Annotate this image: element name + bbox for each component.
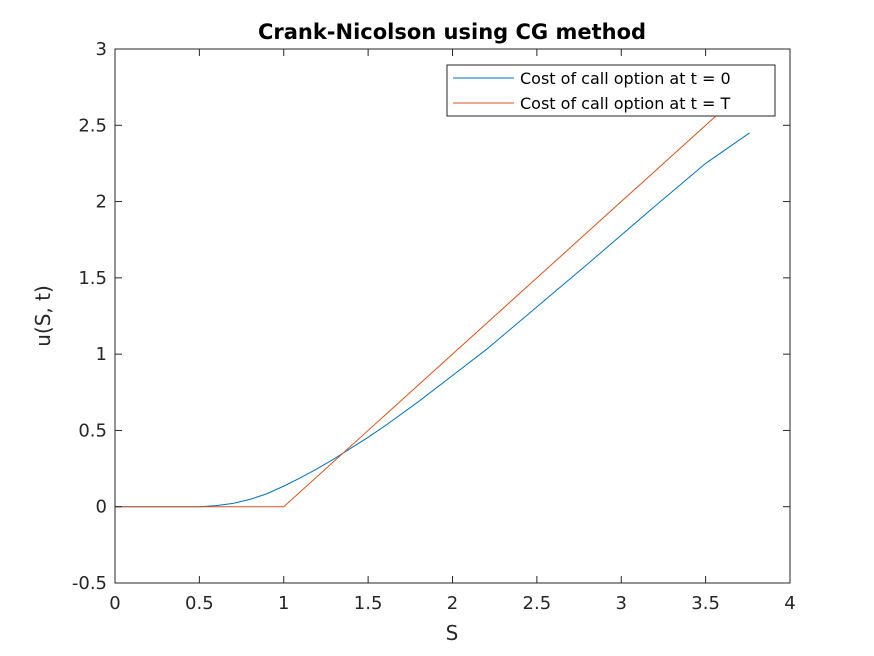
x-tick-label-5: 2.5 <box>523 593 552 614</box>
y-axis: -0.5 0 0.5 1 1.5 2 2.5 3 <box>72 39 790 594</box>
y-tick-label-0: -0.5 <box>72 573 107 594</box>
x-tick-label-6: 3 <box>616 593 627 614</box>
y-tick-label-6: 2.5 <box>78 115 107 136</box>
y-tick-label-3: 1 <box>96 344 107 365</box>
x-tick-label-1: 0.5 <box>185 593 214 614</box>
legend-entry-series-0: Cost of call option at t = 0 <box>520 69 731 88</box>
x-axis: 0 0.5 1 1.5 2 2.5 3 3.5 4 <box>109 49 796 614</box>
x-tick-label-0: 0 <box>109 593 120 614</box>
legend-entry-series-1: Cost of call option at t = T <box>520 94 730 113</box>
y-tick-label-2: 0.5 <box>78 420 107 441</box>
y-tick-label-4: 1.5 <box>78 268 107 289</box>
x-axis-label: S <box>446 621 459 645</box>
series-line-1 <box>115 109 723 508</box>
series-layer <box>115 109 750 508</box>
x-tick-label-3: 1.5 <box>354 593 383 614</box>
x-tick-label-7: 3.5 <box>691 593 720 614</box>
chart-title: Crank-Nicolson using CG method <box>258 20 646 44</box>
series-line-0 <box>115 132 750 508</box>
x-tick-label-8: 4 <box>784 593 795 614</box>
legend-box <box>446 64 776 117</box>
plot-area <box>115 49 790 583</box>
x-tick-label-2: 1 <box>278 593 289 614</box>
y-tick-label-7: 3 <box>96 39 107 60</box>
x-tick-label-4: 2 <box>447 593 458 614</box>
y-tick-label-1: 0 <box>96 497 107 518</box>
y-tick-label-5: 2 <box>96 192 107 213</box>
legend: Cost of call option at t = 0 Cost of cal… <box>446 64 776 117</box>
y-axis-label: u(S, t) <box>31 285 55 347</box>
